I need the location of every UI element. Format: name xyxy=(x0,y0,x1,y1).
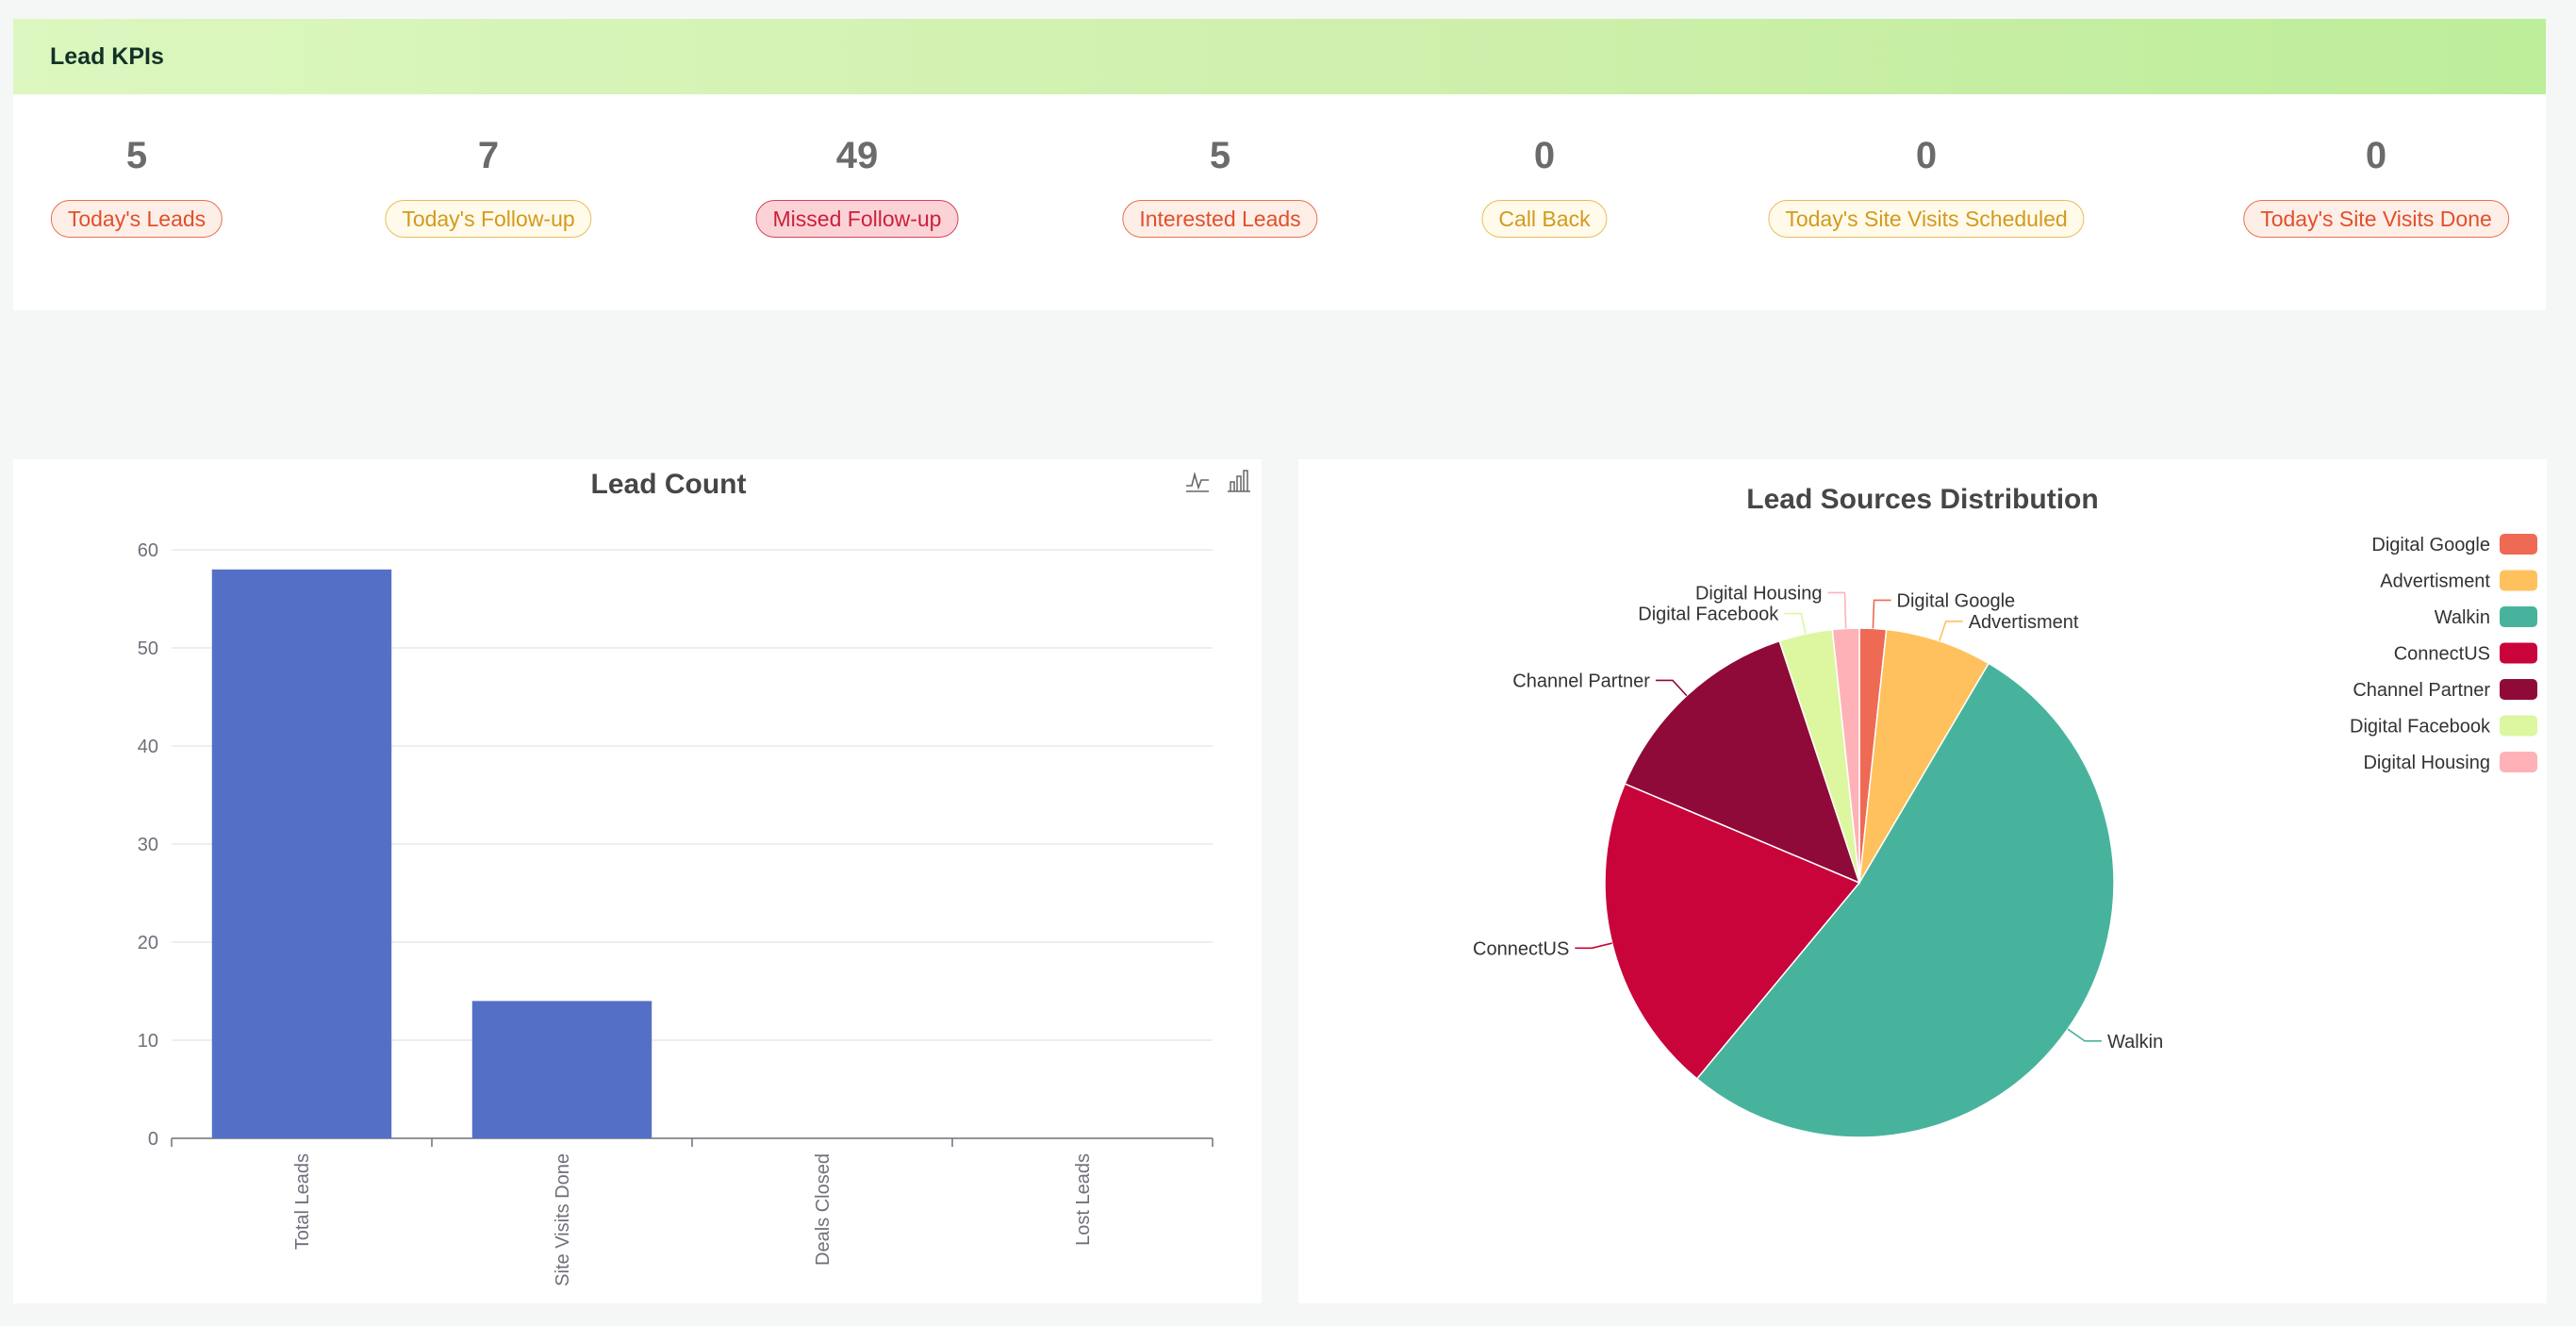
pie-label-line xyxy=(1827,591,1847,629)
kpi-item: 7 Today's Follow-up xyxy=(385,94,592,238)
bar[interactable] xyxy=(471,1001,652,1138)
bar[interactable] xyxy=(211,569,392,1138)
y-tick-label: 30 xyxy=(138,835,158,855)
legend-item-label[interactable]: Digital Housing xyxy=(2363,753,2490,773)
pie-label: Digital Google xyxy=(1897,590,2016,611)
pie-label: Channel Partner xyxy=(1512,671,1650,691)
kpi-card: Lead KPIs 5 Today's Leads 7 Today's Follow-… xyxy=(13,19,2546,310)
pie-label-line xyxy=(1872,599,1891,629)
x-tick-label: Total Leads xyxy=(292,1153,313,1250)
pie-slice[interactable] xyxy=(1858,628,1990,884)
pie-label-line xyxy=(1939,620,1963,641)
legend-swatch[interactable] xyxy=(2500,679,2537,700)
kpi-item: 0 Today's Site Visits Scheduled xyxy=(1768,94,2085,238)
kpi-value: 7 xyxy=(477,135,500,176)
pie-label: Walkin xyxy=(2107,1032,2163,1053)
kpi-value: 0 xyxy=(2365,135,2387,176)
legend-swatch[interactable] xyxy=(2500,642,2537,664)
lead-count-panel: Lead Count 0 10 20 30 40 50 60 Total Leads Site V… xyxy=(13,459,1262,1303)
kpi-label-badge[interactable]: Today's Site Visits Done xyxy=(2243,200,2509,238)
legend-item-label[interactable]: ConnectUS xyxy=(2394,644,2490,665)
kpi-label-badge[interactable]: Today's Site Visits Scheduled xyxy=(1768,200,2085,238)
legend-swatch[interactable] xyxy=(2500,534,2537,555)
kpi-value: 0 xyxy=(1915,135,1938,176)
kpi-item: 5 Interested Leads xyxy=(1122,94,1318,238)
legend-item-label[interactable]: Channel Partner xyxy=(2353,680,2490,701)
kpi-value: 5 xyxy=(125,135,148,176)
pie-label-line xyxy=(1575,942,1612,950)
pie-label-line xyxy=(2067,1028,2102,1042)
lead-count-chart: Lead Count 0 10 20 30 40 50 60 Total Leads Site V… xyxy=(138,469,1250,1286)
y-tick-label: 60 xyxy=(138,540,158,561)
pie-slice[interactable] xyxy=(1831,627,1860,884)
kpi-item: 0 Call Back xyxy=(1481,94,1608,238)
y-tick-label: 10 xyxy=(138,1031,158,1052)
pie-label-line xyxy=(1784,612,1807,635)
kpi-value: 5 xyxy=(1209,135,1231,176)
pie-slice[interactable] xyxy=(1624,639,1861,885)
pie-label: Digital Facebook xyxy=(1638,605,1779,625)
legend-item-label[interactable]: Walkin xyxy=(2435,607,2490,628)
kpi-row: 5 Today's Leads 7 Today's Follow-up 49 Missed… xyxy=(13,94,2546,310)
kpi-label-badge[interactable]: Missed Follow-up xyxy=(755,200,959,238)
kpi-title: Lead KPIs xyxy=(50,42,164,70)
pie-label: Advertisment xyxy=(1969,612,2079,633)
legend-item-label[interactable]: Advertisment xyxy=(2380,572,2490,592)
legend-swatch[interactable] xyxy=(2500,752,2537,772)
y-tick-label: 0 xyxy=(148,1129,158,1150)
y-tick-label: 20 xyxy=(138,933,158,953)
kpi-value: 0 xyxy=(1533,135,1556,176)
x-tick-label: Deals Closed xyxy=(813,1153,834,1266)
line-chart-icon[interactable] xyxy=(1186,471,1209,492)
y-tick-label: 40 xyxy=(138,737,158,757)
kpi-label-badge[interactable]: Today's Follow-up xyxy=(385,200,592,238)
pie-label-line xyxy=(1655,679,1688,697)
pie-slice[interactable] xyxy=(1695,662,2115,1138)
legend-item-label[interactable]: Digital Facebook xyxy=(2350,717,2491,738)
pie-slice[interactable] xyxy=(1604,783,1861,1080)
kpi-label-badge[interactable]: Today's Leads xyxy=(50,200,223,238)
x-tick-label: Lost Leads xyxy=(1073,1153,1094,1246)
kpi-label-badge[interactable]: Call Back xyxy=(1481,200,1608,238)
bar-chart-icon[interactable] xyxy=(1228,470,1250,492)
y-tick-label: 50 xyxy=(138,638,158,659)
x-tick-label: Site Visits Done xyxy=(553,1153,573,1286)
kpi-header: Lead KPIs xyxy=(13,19,2546,94)
legend-swatch[interactable] xyxy=(2500,570,2537,591)
kpi-item: 5 Today's Leads xyxy=(50,94,223,238)
legend-item-label[interactable]: Digital Google xyxy=(2371,535,2490,555)
chart-title: Lead Count xyxy=(591,469,747,500)
lead-sources-panel: Lead Sources Distribution Digital Google A… xyxy=(1298,459,2547,1303)
kpi-value: 49 xyxy=(835,135,879,176)
kpi-item: 0 Today's Site Visits Done xyxy=(2243,94,2509,238)
chart-title: Lead Sources Distribution xyxy=(1746,484,2098,515)
pie-label: Digital Housing xyxy=(1695,583,1823,604)
kpi-item: 49 Missed Follow-up xyxy=(755,94,959,238)
legend-swatch[interactable] xyxy=(2500,715,2537,737)
pie-label: ConnectUS xyxy=(1473,938,1569,959)
kpi-label-badge[interactable]: Interested Leads xyxy=(1122,200,1318,238)
legend-swatch[interactable] xyxy=(2500,606,2537,627)
